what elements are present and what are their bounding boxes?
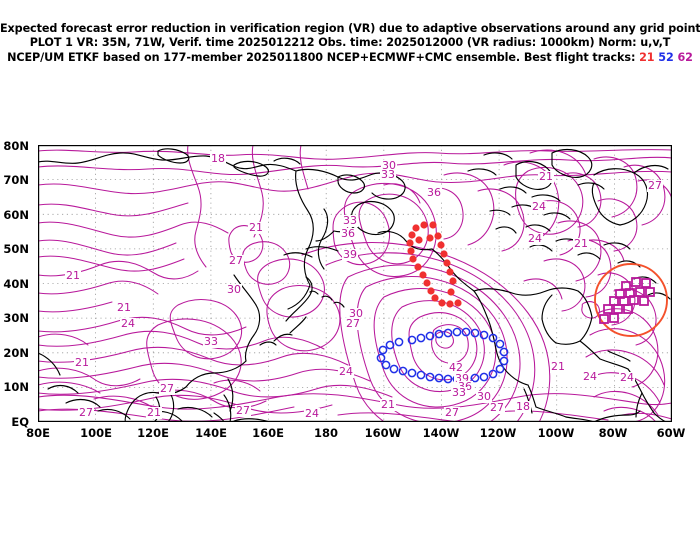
title-line-2: PLOT 1 VR: 35N, 71W, Verif. time 2025012…	[29, 36, 671, 50]
y-tick-20N: 20N	[3, 346, 29, 360]
contour-label: 33	[380, 168, 396, 181]
contour-label: 27	[235, 404, 251, 417]
title-line-3: NCEP/UM ETKF based on 177-member 2025011…	[0, 51, 700, 65]
contour-label: 27	[444, 406, 460, 419]
contour-label: 21	[74, 356, 90, 369]
contour-label: 27	[489, 401, 505, 414]
coastlines	[38, 148, 671, 422]
contour-label: 21	[116, 301, 132, 314]
contour-label: 33	[203, 335, 219, 348]
y-tick-40N: 40N	[3, 277, 29, 291]
contour-label: 24	[304, 407, 320, 420]
flight-track-label-52: 52	[658, 50, 674, 64]
flight-track-label-62: 62	[677, 50, 693, 64]
contour-label: 21	[573, 237, 589, 250]
x-tick-80W: 80W	[598, 426, 628, 440]
flight-track-62	[599, 277, 655, 324]
contour-label: 30	[476, 390, 492, 403]
contour-label: 21	[550, 360, 566, 373]
y-tick-70N: 70N	[3, 173, 29, 187]
contour-label: 24	[338, 365, 354, 378]
x-tick-180: 180	[313, 426, 338, 440]
contour-label: 33	[451, 386, 467, 399]
figure-title: Expected forecast error reduction in ver…	[0, 22, 700, 65]
x-tick-140W: 140W	[422, 426, 460, 440]
contour-label: 21	[248, 221, 264, 234]
title-line-1: Expected forecast error reduction in ver…	[0, 22, 700, 35]
contour-label: 24	[120, 317, 136, 330]
contour-label: 27	[345, 317, 361, 330]
contour-label: 21	[538, 170, 554, 183]
contour-label: 30	[226, 283, 242, 296]
x-tick-100W: 100W	[537, 426, 575, 440]
map-svg	[38, 145, 672, 422]
x-tick-160W: 160W	[364, 426, 402, 440]
title-line-3-prefix: NCEP/UM ETKF based on 177-member 2025011…	[7, 50, 640, 64]
contour-label: 18	[210, 152, 226, 165]
contour-label: 24	[582, 370, 598, 383]
contour-label: 36	[340, 227, 356, 240]
x-tick-100E: 100E	[80, 426, 112, 440]
contour-label: 27	[159, 382, 175, 395]
verification-region-circle	[594, 263, 668, 337]
x-tick-80E: 80E	[26, 426, 50, 440]
contour-label: 33	[342, 214, 358, 227]
y-tick-60N: 60N	[3, 208, 29, 222]
x-tick-140E: 140E	[195, 426, 227, 440]
contour-label: 27	[647, 179, 663, 192]
y-tick-80N: 80N	[3, 139, 29, 153]
contour-label: 21	[65, 269, 81, 282]
contour-lines	[38, 145, 672, 422]
flight-track-label-21: 21	[639, 50, 655, 64]
contour-label: 42	[448, 361, 464, 374]
y-tick-10N: 10N	[3, 380, 29, 394]
contour-map: 18 21 27 30 33 36 24 21 33 36 21 39 27 24 30 21 30 27 21 24…	[38, 145, 672, 422]
contour-label: 24	[531, 200, 547, 213]
flight-track-52	[376, 327, 509, 384]
x-tick-120E: 120E	[137, 426, 169, 440]
contour-label: 21	[146, 406, 162, 419]
y-tick-EQ: EQ	[11, 415, 29, 429]
contour-label: 21	[380, 398, 396, 411]
contour-label: 39	[342, 248, 358, 261]
contour-label: 24	[527, 232, 543, 245]
x-tick-120W: 120W	[479, 426, 517, 440]
contour-label: 30	[348, 307, 364, 320]
contour-label: 36	[426, 186, 442, 199]
x-tick-160E: 160E	[252, 426, 284, 440]
contour-label: 18	[515, 400, 531, 413]
y-tick-50N: 50N	[3, 242, 29, 256]
y-tick-30N: 30N	[3, 311, 29, 325]
contour-label: 24	[619, 371, 635, 384]
contour-label: 27	[228, 254, 244, 267]
flight-track-21	[406, 221, 462, 308]
x-tick-60W: 60W	[656, 426, 686, 440]
contour-label: 27	[78, 406, 94, 419]
